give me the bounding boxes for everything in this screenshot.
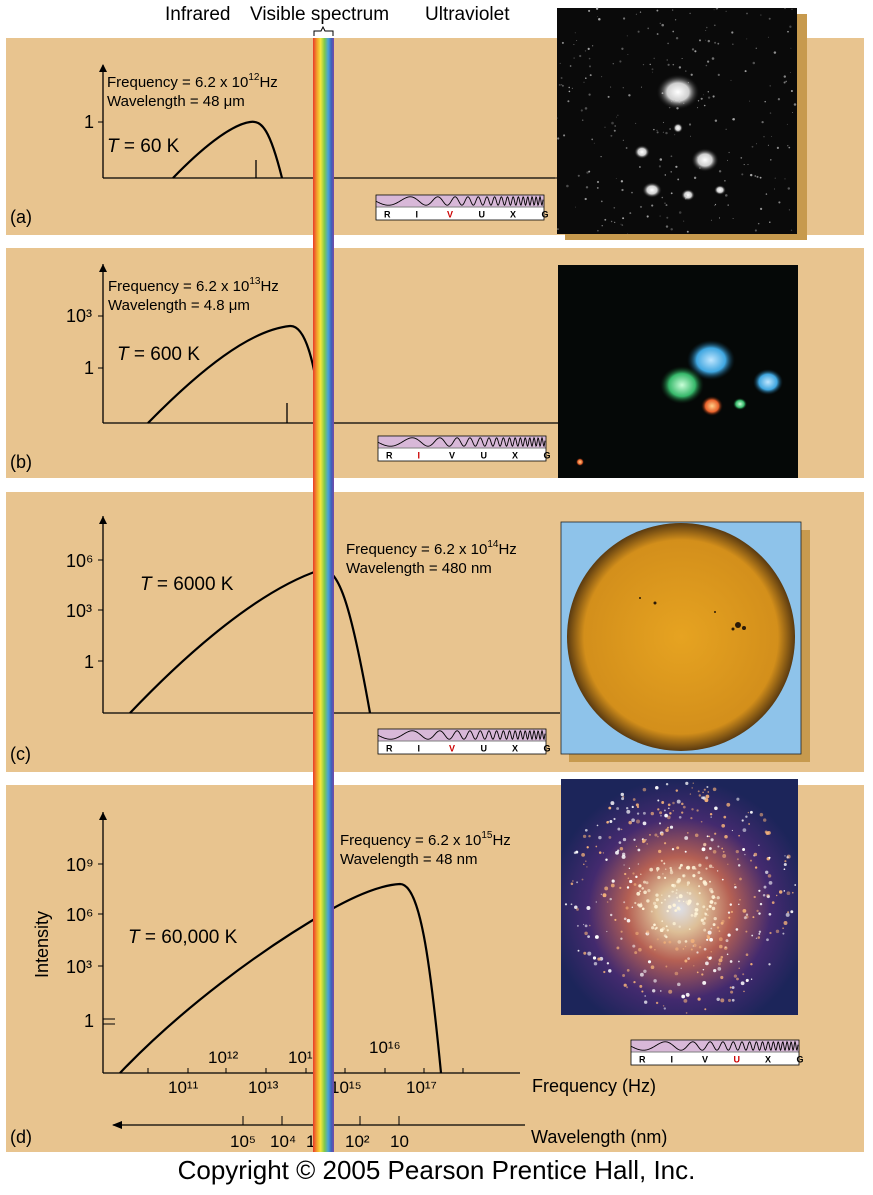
panel-b-wavelength: Wavelength = 4.8 μm [108,297,250,314]
band-letter-u: U [479,210,486,220]
copyright-notice: Copyright © 2005 Pearson Prentice Hall, … [177,1155,696,1185]
freq-tick-1e12: 10¹² [208,1048,239,1067]
band-letter-v: V [702,1055,708,1065]
band-letter-x: X [510,210,516,220]
panel-c: 10⁶ 10³ 1 T = 6000 K Frequency = 6.2 x 1… [10,516,810,764]
star-cluster-image [561,779,798,1015]
panel-a: 1 T = 60 K Frequency = 6.2 x 1012Hz Wave… [10,7,807,240]
freq-tick-1e16: 10¹⁶ [369,1038,401,1057]
wl-tick-10: 10 [390,1132,409,1151]
panel-c-ytick-1: 1 [84,652,94,672]
freq-tick-1e13: 10¹³ [248,1078,279,1097]
panel-d-frequency: Frequency = 6.2 x 1015Hz [340,830,511,849]
panel-d-label: (d) [10,1127,32,1147]
band-letter-r: R [639,1055,646,1065]
band-letter-u: U [481,451,488,461]
band-letter-u: U [481,744,488,754]
wl-tick-1e5: 10⁵ [230,1132,256,1151]
band-letter-v: V [449,451,455,461]
panel-c-label: (c) [10,744,31,764]
nebula-image [556,7,797,235]
band-letter-x: X [512,744,518,754]
band-letter-i: I [671,1055,674,1065]
panel-a-label: (a) [10,207,32,227]
panel-d-temperature: T = 60,000 K [128,927,238,948]
sun-image [560,521,802,755]
freq-tick-1e17: 10¹⁷ [406,1078,437,1097]
band-letter-g: G [544,744,551,754]
band-letter-u: U [734,1055,741,1065]
panel-a-curve [172,120,284,179]
band-letter-v: V [447,210,453,220]
visible-spectrum-label: Visible spectrum [250,4,390,25]
band-letter-r: R [386,744,393,754]
ultraviolet-label: Ultraviolet [425,4,510,25]
visible-spectrum-bracket [313,25,334,36]
panel-d-curve [119,882,443,1074]
panel-c-frequency: Frequency = 6.2 x 1014Hz [346,539,517,558]
freq-tick-1e15: 10¹⁵ [330,1078,362,1097]
panel-a-temperature: T = 60 K [107,136,180,157]
band-letter-v: V [449,744,455,754]
band-letter-r: R [384,210,391,220]
blackbody-figure: 1 T = 60 K Frequency = 6.2 x 1012Hz Wave… [6,7,864,1152]
frequency-axis-label: Frequency (Hz) [532,1076,656,1096]
band-letter-x: X [512,451,518,461]
band-letter-x: X [765,1055,771,1065]
band-letter-i: I [418,451,421,461]
panel-d-ytick-1e6: 10⁶ [66,905,93,925]
wl-tick-1e2: 10² [345,1132,370,1151]
band-letter-g: G [797,1055,804,1065]
panel-b-ytick-1000: 10³ [66,306,92,326]
panel-d-ytick-1e9: 10⁹ [66,855,94,875]
panel-d-wavelength: Wavelength = 48 nm [340,851,477,868]
panel-b-label: (b) [10,452,32,472]
wave-icon [630,1040,799,1052]
wavelength-axis-label: Wavelength (nm) [531,1127,667,1147]
band-letter-r: R [386,451,393,461]
panel-a-frequency: Frequency = 6.2 x 1012Hz [107,72,278,91]
band-letter-g: G [544,451,551,461]
panel-c-temperature: T = 6000 K [140,574,234,595]
panel-c-ytick-1000: 10³ [66,601,92,621]
band-letter-i: I [418,744,421,754]
panel-d-ytick-1000: 10³ [66,957,92,977]
wave-icon [377,729,546,741]
wave-icon [377,436,546,448]
panel-b: 10³ 1 T = 600 K Frequency = 6.2 x 1013Hz… [10,264,798,478]
visible-spectrum-band [313,38,334,1152]
panel-a-ytick: 1 [84,112,94,132]
band-letter-g: G [542,210,549,220]
wl-tick-1e4: 10⁴ [270,1132,296,1151]
panel-c-ytick-1e6: 10⁶ [66,551,93,571]
infrared-stars-image [558,265,798,478]
panel-a-wavelength: Wavelength = 48 μm [107,93,245,110]
band-letter-i: I [416,210,419,220]
panel-c-wavelength: Wavelength = 480 nm [346,560,492,577]
panel-d-ytick-1: 1 [84,1011,94,1031]
infrared-label: Infrared [165,4,231,25]
freq-tick-1e11: 10¹¹ [168,1078,199,1097]
intensity-axis-label: Intensity [32,911,52,978]
panel-b-temperature: T = 600 K [117,344,200,365]
wave-icon [375,195,544,207]
freq-tick-1e14: 10¹⁴ [288,1048,320,1067]
panel-d: 10⁹ 10⁶ 10³ 1 Intensity T = 60,000 K Fre… [10,779,804,1151]
panel-b-ytick-1: 1 [84,358,94,378]
panel-b-frequency: Frequency = 6.2 x 1013Hz [108,276,279,295]
